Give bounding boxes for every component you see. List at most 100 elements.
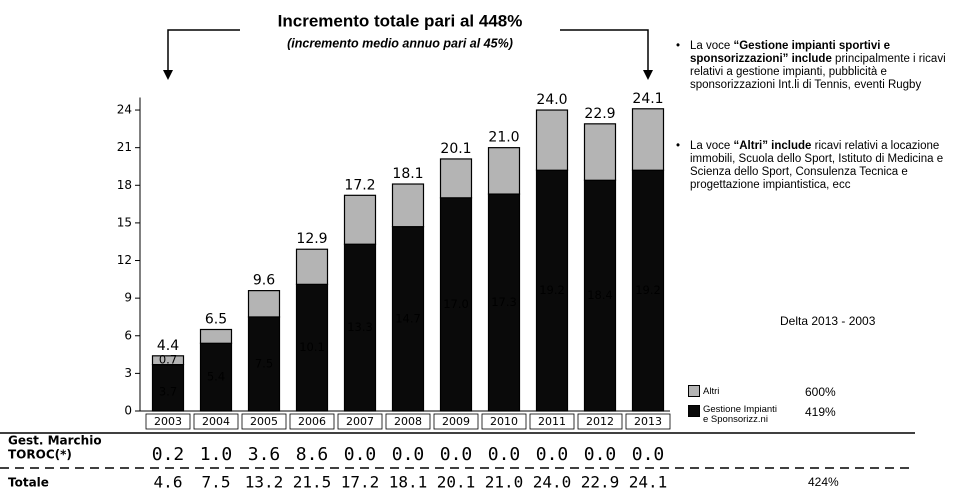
total-label: 18.1	[392, 166, 423, 182]
note-text: La voce	[690, 40, 734, 52]
bar-segment	[151, 364, 185, 412]
value-label: 10.1	[299, 340, 325, 354]
note: La voce “Altri” include ricavi relativi …	[676, 140, 960, 192]
value-label: 18.4	[587, 288, 613, 302]
category-box	[481, 413, 527, 430]
value-label: 17.0	[443, 297, 469, 311]
total-label: 24.1	[632, 91, 663, 107]
table-cell: 1.0	[200, 444, 233, 465]
table-cell: 0.0	[536, 444, 569, 465]
table-cell: 7.5	[202, 473, 231, 490]
total-label: 4.4	[157, 338, 179, 354]
bar-segment	[535, 109, 569, 171]
x-tick-label: 2003	[154, 415, 182, 428]
arrow-head	[643, 70, 653, 80]
arrow-head	[163, 70, 173, 80]
total-label: 17.2	[344, 177, 375, 193]
y-tick-label: 21	[117, 140, 132, 154]
bar-segment	[439, 197, 473, 412]
y-tick-label: 3	[124, 366, 132, 380]
bar-segment	[199, 342, 233, 412]
legend-delta: 600%	[805, 385, 836, 399]
category-box	[577, 413, 623, 430]
legend-label: Gestione Impianti e Sponsorizz.ni	[703, 404, 777, 425]
legend-swatch	[688, 385, 700, 397]
table-cell: 24.1	[629, 473, 668, 490]
y-tick-label: 12	[117, 253, 132, 267]
bar-segment	[439, 158, 473, 199]
table-cell: 17.2	[341, 473, 380, 490]
value-label: 0.7	[159, 353, 177, 367]
table-cell: 3.6	[248, 444, 281, 465]
row-label: Totale	[8, 476, 49, 490]
category-box	[433, 413, 479, 430]
category-box	[529, 413, 575, 430]
x-tick-label: 2011	[538, 415, 566, 428]
arrow	[560, 29, 649, 72]
note-text: principalmente i ricavi relativi a gesti…	[690, 53, 946, 91]
table-cell: 0.0	[584, 444, 617, 465]
x-tick-label: 2007	[346, 415, 374, 428]
bar-segment	[391, 183, 425, 228]
note-bold: “Gestione impianti sportivi e sponsorizz…	[690, 40, 891, 65]
total-label: 20.1	[440, 141, 471, 157]
total-label: 12.9	[296, 231, 327, 247]
bar-segment	[295, 248, 329, 285]
total-label: 22.9	[584, 106, 615, 122]
value-label: 17.3	[491, 295, 517, 309]
bar-segment	[343, 243, 377, 412]
note-text: La voce	[690, 140, 734, 152]
x-tick-label: 2010	[490, 415, 518, 428]
note-bold: “Altri” include	[733, 140, 812, 152]
x-tick-label: 2012	[586, 415, 614, 428]
table-cell: 0.0	[392, 444, 425, 465]
bar-segment	[247, 316, 281, 412]
bar-segment	[487, 147, 521, 195]
y-tick-label: 6	[124, 328, 132, 342]
chart-title: Incremento totale pari al 448%	[278, 11, 523, 30]
bar-segment	[247, 290, 281, 318]
legend-delta: 419%	[805, 405, 836, 419]
category-box	[241, 413, 287, 430]
value-label: 14.7	[395, 311, 421, 325]
legend-label: Altri	[703, 386, 720, 397]
bar-segment	[583, 123, 617, 181]
category-box	[145, 413, 191, 430]
bar-segment	[343, 194, 377, 245]
table-cell: 0.2	[152, 444, 185, 465]
total-label: 21.0	[488, 130, 519, 146]
x-tick-label: 2004	[202, 415, 230, 428]
value-label: 5.4	[207, 370, 225, 384]
arrow	[167, 29, 240, 72]
value-label: 13.3	[347, 320, 373, 334]
y-tick-label: 0	[124, 404, 132, 418]
value-label: 3.7	[159, 384, 177, 398]
bar-segment	[631, 108, 665, 171]
value-label: 7.5	[255, 356, 273, 370]
note-text: ricavi relativi a locazione immobili, Sc…	[690, 140, 944, 191]
y-tick-label: 24	[117, 103, 132, 117]
y-tick-label: 9	[124, 291, 132, 305]
category-box	[337, 413, 383, 430]
table-cell: 4.6	[154, 473, 183, 490]
bar-segment	[295, 283, 329, 412]
table-cell: 22.9	[581, 473, 620, 490]
category-box	[385, 413, 431, 430]
category-box	[625, 413, 671, 430]
total-label: 9.6	[253, 273, 275, 289]
bar-segment	[199, 328, 233, 344]
category-box	[193, 413, 239, 430]
x-tick-label: 2008	[394, 415, 422, 428]
table-cell: 21.5	[293, 473, 332, 490]
delta-total: 424%	[808, 475, 839, 489]
bar-segment	[391, 226, 425, 412]
table-cell: 0.0	[632, 444, 665, 465]
table-cell: 13.2	[245, 473, 284, 490]
table-cell: 21.0	[485, 473, 524, 490]
delta-title: Delta 2013 - 2003	[780, 314, 876, 328]
table-cell: 20.1	[437, 473, 476, 490]
y-tick-label: 15	[117, 215, 132, 229]
value-label: 19.2	[635, 283, 661, 297]
chart-subtitle: (incremento medio annuo pari al 45%)	[287, 36, 513, 50]
